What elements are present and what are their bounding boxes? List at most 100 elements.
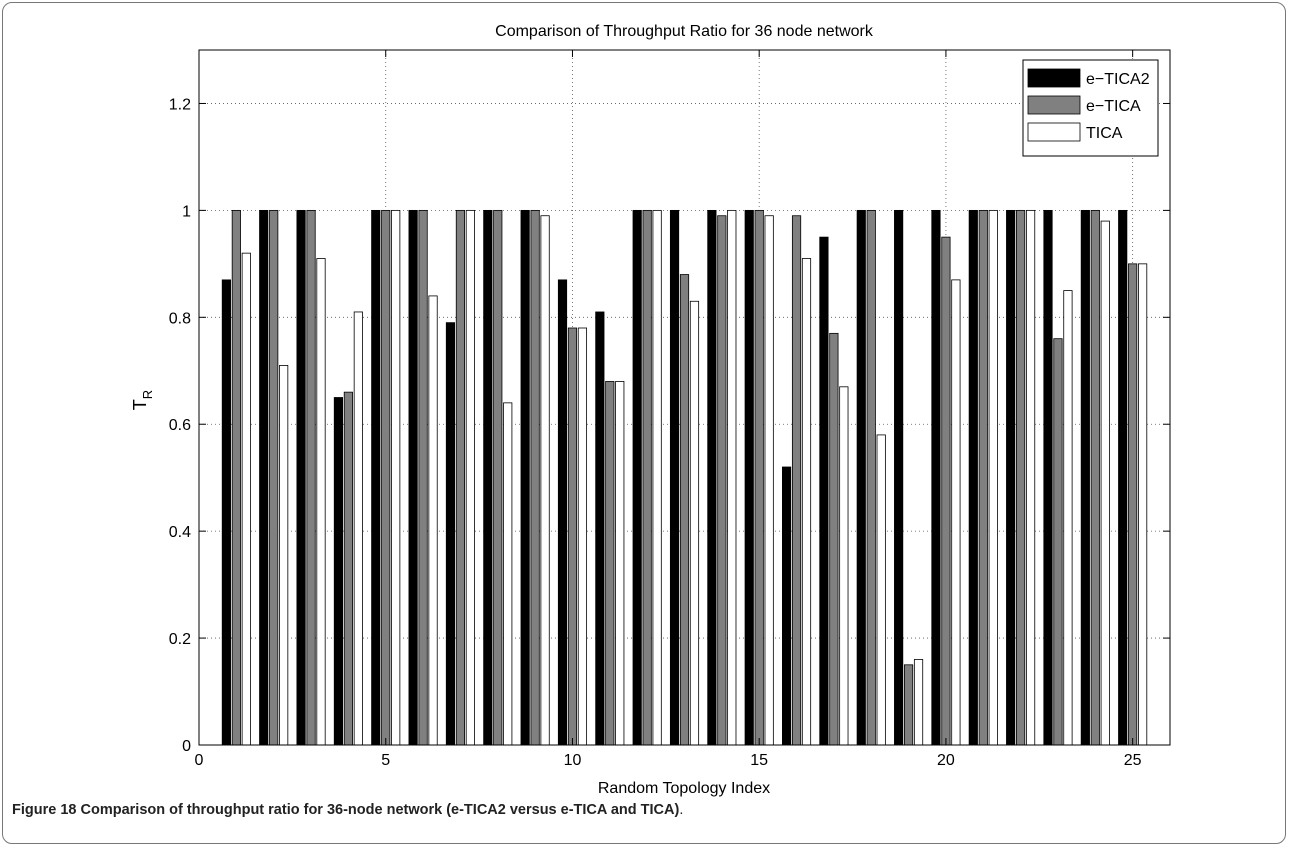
legend-label: e−TICA — [1086, 98, 1141, 115]
bar — [1128, 263, 1138, 746]
figure-description: Comparison of throughput ratio for 36-no… — [80, 802, 680, 818]
bar — [1006, 209, 1016, 746]
bar — [605, 381, 615, 746]
bar — [679, 274, 690, 746]
bar — [465, 209, 475, 746]
y-tick-label: 0.4 — [169, 524, 191, 541]
ticks — [198, 50, 1170, 746]
bar — [231, 209, 241, 746]
legend-swatch — [1027, 122, 1081, 142]
legend: e−TICA2 e−TICA TICA — [1022, 59, 1159, 157]
bar — [689, 300, 700, 746]
legend-swatch — [1027, 68, 1081, 88]
bar — [445, 322, 456, 746]
bar — [428, 295, 438, 746]
y-tick-label: 0.2 — [169, 631, 191, 648]
bar — [782, 466, 792, 746]
bar — [829, 332, 839, 746]
bar — [493, 209, 503, 746]
bar — [754, 209, 764, 746]
bar — [353, 311, 363, 746]
legend-label: TICA — [1086, 125, 1123, 142]
bar — [221, 279, 231, 746]
bar — [391, 209, 401, 746]
bar — [381, 209, 391, 746]
x-tick-label: 25 — [1124, 752, 1142, 769]
bar — [1053, 338, 1063, 746]
legend-swatch — [1027, 95, 1081, 115]
x-tick-label: 0 — [195, 752, 204, 769]
bar — [577, 327, 588, 746]
bar — [296, 209, 306, 746]
bar — [530, 209, 540, 746]
bar — [503, 402, 513, 746]
y-tick-label: 0.6 — [169, 417, 191, 434]
bar — [642, 209, 652, 746]
bar — [951, 279, 961, 746]
bar-chart: Comparison of Throughput Ratio for 36 no… — [130, 23, 1171, 797]
x-tick-labels: 0 5 10 15 20 25 — [195, 752, 1142, 769]
caption-period: . — [679, 802, 684, 818]
bar — [279, 365, 289, 746]
bar — [978, 209, 988, 746]
figure-caption: Figure 18 Comparison of throughput ratio… — [12, 802, 683, 818]
bar — [791, 215, 802, 746]
bar — [371, 209, 381, 746]
x-axis-label: Random Topology Index — [598, 780, 770, 797]
bar — [483, 209, 493, 746]
bar — [839, 386, 849, 746]
bar — [717, 215, 727, 746]
bar — [408, 209, 418, 746]
bar — [540, 215, 550, 746]
bar — [1016, 209, 1026, 746]
bar — [632, 209, 642, 746]
bar — [1100, 220, 1110, 746]
bar — [913, 659, 924, 746]
y-axis-label-subscript: R — [140, 390, 155, 399]
bar — [333, 397, 344, 746]
bar — [1118, 209, 1128, 746]
svg-text:TR: TR — [130, 390, 155, 410]
bar — [894, 209, 904, 746]
y-tick-label: 1 — [182, 203, 191, 220]
bar — [707, 209, 717, 746]
axes-box — [198, 49, 1171, 746]
bar — [595, 311, 605, 746]
bar — [1138, 263, 1148, 746]
bar — [316, 258, 326, 746]
bar — [567, 327, 578, 746]
y-tick-label: 1.2 — [169, 96, 191, 113]
bar — [727, 209, 737, 746]
bars — [221, 209, 1148, 746]
bar — [931, 209, 941, 746]
bar — [968, 209, 978, 746]
bar — [1025, 209, 1036, 746]
chart-title: Comparison of Throughput Ratio for 36 no… — [495, 23, 874, 40]
bar — [241, 252, 251, 746]
bar — [903, 664, 914, 746]
bar — [988, 209, 998, 746]
bar — [856, 209, 866, 746]
bar — [343, 391, 353, 746]
y-axis-label: TR — [130, 390, 155, 410]
bar — [520, 209, 530, 746]
x-tick-label: 15 — [750, 752, 768, 769]
bar — [652, 209, 662, 746]
bar — [418, 209, 428, 746]
bar — [1043, 209, 1053, 746]
bar — [259, 209, 269, 746]
y-axis-label-main: T — [130, 399, 150, 410]
x-tick-label: 10 — [564, 752, 582, 769]
bar — [1080, 209, 1090, 746]
figure-label: Figure 18 — [12, 802, 77, 818]
y-tick-label: 0.8 — [169, 310, 191, 327]
bar — [866, 209, 876, 746]
bar — [1090, 209, 1100, 746]
legend-label: e−TICA2 — [1086, 71, 1150, 88]
bar — [615, 381, 625, 746]
bar — [269, 209, 279, 746]
bar — [557, 279, 568, 746]
bar — [941, 236, 951, 746]
bar — [669, 209, 680, 746]
